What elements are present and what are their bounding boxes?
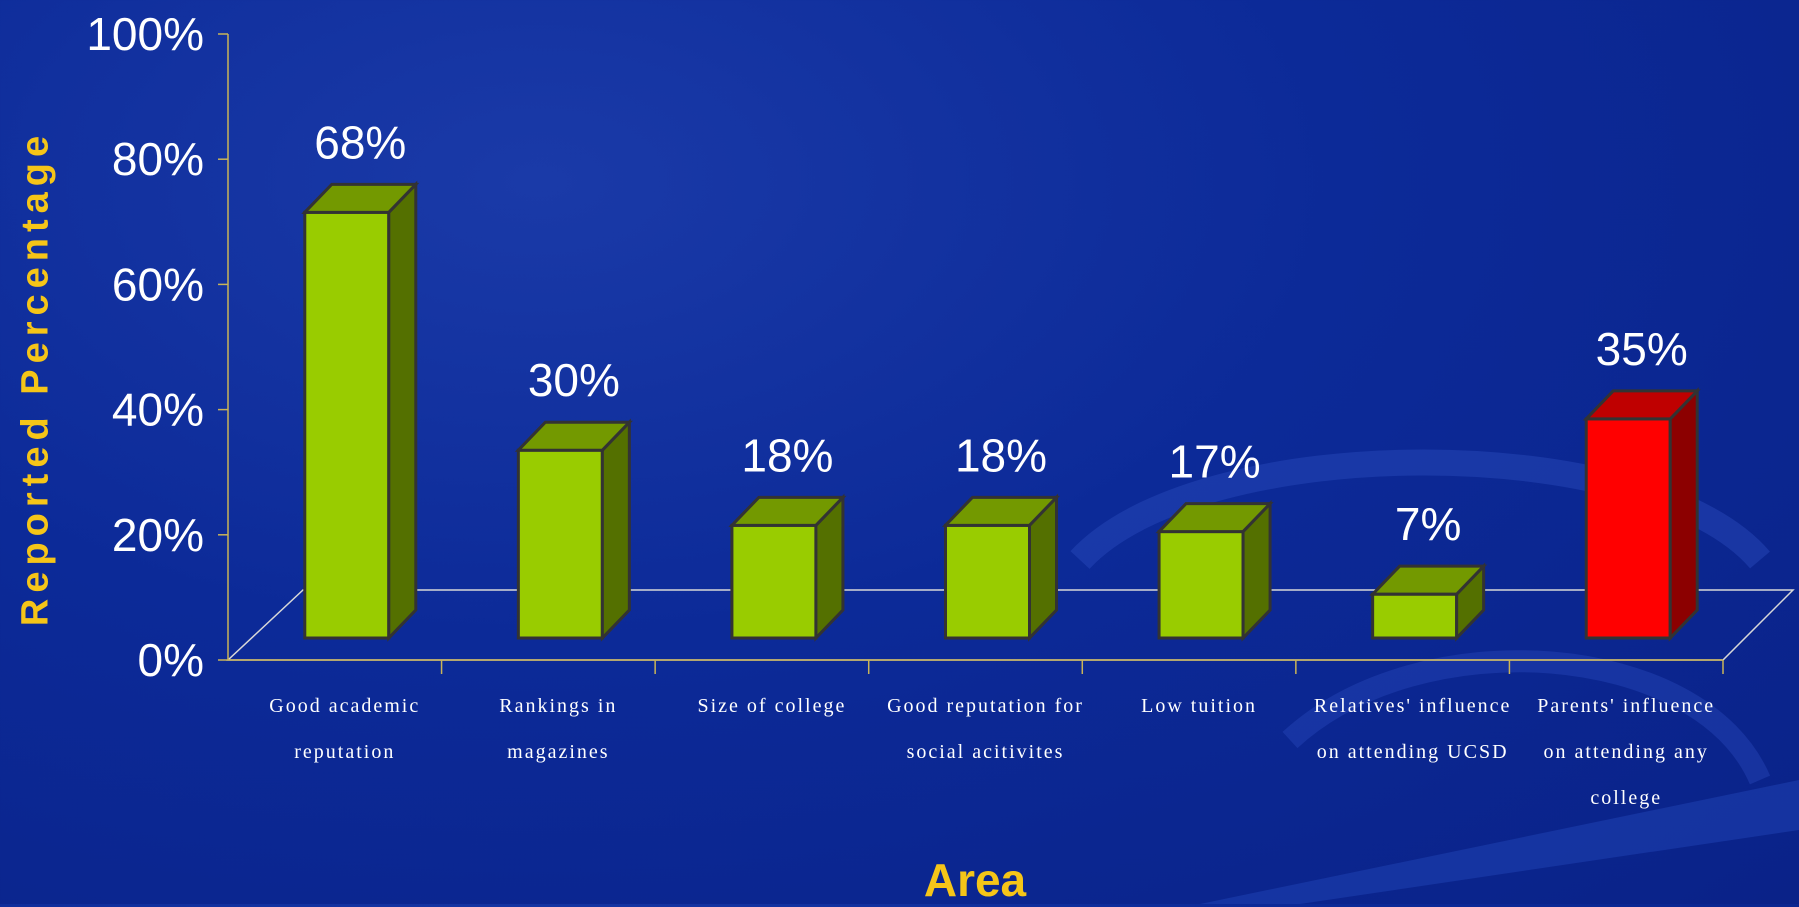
category-label-line: Relatives' influence: [1314, 695, 1511, 717]
bar-top: [1155, 502, 1274, 534]
bar-top: [514, 420, 633, 452]
category-label-line: reputation: [294, 741, 395, 763]
category-label-line: Parents' influence: [1537, 695, 1715, 717]
data-label: 18%: [955, 429, 1047, 481]
data-label: 68%: [314, 116, 406, 168]
data-label: 18%: [741, 429, 833, 481]
bar: [1582, 387, 1701, 642]
y-axis-title: Reported Percentage: [14, 129, 57, 627]
labels-group: 68% Good academic reputation 30% Rankings in…: [269, 116, 1715, 809]
y-tick-label: 20%: [112, 509, 204, 561]
bar-side: [387, 180, 418, 642]
swoosh-arc: [1282, 650, 1771, 785]
bar-top: [1369, 564, 1488, 596]
bar-front: [730, 523, 818, 640]
y-tick-label: 40%: [112, 384, 204, 436]
bar-side: [1668, 387, 1699, 642]
category-label-line: Good reputation for: [887, 695, 1084, 717]
category-label-line: Rankings in: [499, 695, 617, 717]
bar-front: [944, 523, 1031, 640]
category-label-line: college: [1590, 787, 1662, 809]
data-label: 35%: [1596, 323, 1688, 375]
bar-top: [941, 495, 1061, 527]
category-label-line: Low tuition: [1141, 695, 1257, 717]
x-axis-title: Area: [923, 854, 1027, 906]
bar-front: [1584, 417, 1672, 640]
category-label-line: Size of college: [698, 695, 847, 717]
category-label: Parents' influence on attending any colleg…: [1537, 695, 1715, 809]
y-tick-label: 60%: [112, 258, 204, 310]
bar-front: [303, 210, 391, 640]
swoosh-band: [1200, 780, 1799, 904]
category-label-line: Good academic: [269, 695, 420, 717]
bar-top: [301, 182, 420, 214]
category-label-line: on attending UCSD: [1317, 741, 1509, 763]
bar: [728, 493, 847, 642]
category-label: Size of college: [698, 695, 847, 717]
category-label-line: social acitivites: [907, 741, 1065, 763]
bar-top: [728, 495, 847, 527]
y-axis: 0% 20% 40% 60% 80% 100%: [86, 8, 1724, 686]
y-tick-label: 0%: [138, 634, 204, 686]
category-label: Low tuition: [1141, 695, 1257, 717]
data-label: 7%: [1395, 498, 1461, 550]
bar: [941, 493, 1061, 642]
data-label: 17%: [1169, 436, 1261, 488]
category-label: Good academic reputation: [269, 695, 420, 763]
bars-group: [301, 180, 1701, 642]
bar-front: [516, 448, 604, 640]
category-label-line: on attending any: [1544, 741, 1709, 763]
bar: [514, 418, 633, 642]
category-label-line: magazines: [507, 741, 609, 763]
y-tick-label: 100%: [86, 8, 204, 60]
bar: [301, 180, 420, 642]
bar-side: [600, 418, 631, 642]
category-label: Good reputation for social acitivites: [887, 695, 1084, 763]
bar-front: [1157, 530, 1245, 640]
bar: [1155, 499, 1274, 642]
bar-top: [1582, 389, 1701, 421]
bar: [1369, 562, 1488, 642]
y-tick-label: 80%: [112, 133, 204, 185]
bar-front: [1371, 592, 1459, 640]
data-label: 30%: [528, 354, 620, 406]
category-label: Rankings in magazines: [499, 695, 617, 763]
category-label: Relatives' influence on attending UCSD: [1314, 695, 1511, 763]
